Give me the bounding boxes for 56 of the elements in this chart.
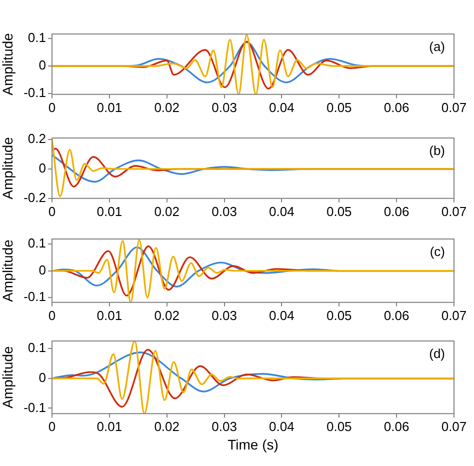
x-tick-label: 0.06 — [384, 204, 410, 219]
x-axis-title: Time (s) — [228, 436, 278, 452]
y-axis-title: Amplitude — [0, 239, 16, 302]
y-tick-label: 0 — [38, 58, 46, 73]
y-axis-title: Amplitude — [0, 346, 16, 408]
line-series — [52, 239, 454, 302]
x-tick-label: 0.02 — [154, 418, 180, 434]
x-tick-label: 0.07 — [441, 418, 467, 434]
y-tick-label: 0 — [38, 262, 46, 278]
x-tick-label: 0.06 — [384, 308, 410, 323]
y-tick-label: -0.1 — [24, 400, 46, 415]
x-tick-label: 0.04 — [269, 308, 294, 323]
x-tick-label: 0.02 — [154, 204, 180, 219]
x-tick-label: 0.01 — [96, 308, 122, 323]
y-tick-label: 0.2 — [28, 131, 46, 146]
x-tick-label: 0 — [48, 308, 56, 323]
x-tick-label: 0.02 — [154, 308, 180, 323]
x-tick-label: 0.06 — [384, 418, 410, 434]
y-axis-title: Amplitude — [0, 136, 16, 200]
x-tick-label: 0.01 — [96, 418, 122, 434]
x-tick-label: 0.04 — [269, 100, 294, 115]
x-tick-label: 0.04 — [269, 204, 294, 219]
x-tick-label: 0 — [48, 418, 56, 434]
x-tick-label: 0.03 — [212, 100, 237, 115]
y-axis-title: Amplitude — [0, 32, 16, 96]
x-tick-label: 0.05 — [326, 308, 352, 323]
x-tick-label: 0.07 — [441, 100, 467, 115]
x-tick-label: 0.07 — [441, 204, 467, 219]
x-tick-label: 0.05 — [326, 418, 352, 434]
x-tick-label: 0.01 — [96, 204, 122, 219]
y-tick-label: 0.1 — [28, 340, 46, 356]
annotation: (b) — [429, 143, 445, 158]
line-series — [52, 341, 454, 414]
y-tick-label: 0 — [38, 370, 46, 385]
x-tick-label: 0 — [48, 100, 56, 115]
y-tick-label: 0.1 — [28, 30, 46, 46]
y-tick-label: -0.1 — [24, 289, 46, 304]
line-series — [52, 34, 454, 94]
x-tick-label: 0.06 — [384, 100, 410, 115]
annotation: (d) — [429, 346, 445, 362]
x-tick-label: 0.07 — [441, 308, 467, 323]
y-tick-label: -0.2 — [24, 190, 46, 205]
annotation: (a) — [429, 39, 445, 54]
x-tick-label: 0.03 — [212, 204, 237, 219]
x-tick-label: 0.04 — [269, 418, 294, 434]
y-tick-label: 0.1 — [28, 236, 46, 251]
x-tick-label: 0.05 — [326, 204, 352, 219]
y-tick-label: -0.1 — [24, 84, 46, 100]
x-tick-label: 0.03 — [212, 308, 237, 323]
x-tick-label: 0 — [48, 204, 56, 219]
annotation: (c) — [430, 244, 445, 260]
x-tick-label: 0.01 — [96, 100, 122, 115]
y-tick-label: 0 — [38, 160, 46, 176]
x-tick-label: 0.03 — [212, 418, 237, 434]
x-tick-label: 0.05 — [326, 100, 352, 115]
x-tick-label: 0.02 — [154, 100, 180, 115]
